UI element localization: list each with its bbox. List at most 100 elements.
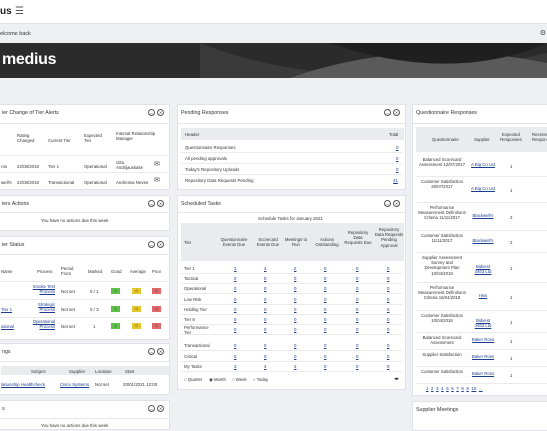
- task-count-link[interactable]: 0: [356, 353, 359, 359]
- supplier-link[interactable]: A Big Co Ltd: [471, 161, 495, 167]
- meeting-supplier-link[interactable]: Cisco Systems: [60, 382, 90, 387]
- page-link[interactable]: 9: [466, 386, 469, 391]
- good-count[interactable]: 1: [111, 323, 120, 329]
- task-count-link[interactable]: 0: [234, 353, 237, 359]
- task-count-link[interactable]: 2: [294, 266, 297, 271]
- total-link[interactable]: 0: [396, 167, 399, 172]
- supplier-link[interactable]: A Big Co Ltd: [471, 185, 495, 191]
- task-count-link[interactable]: 0: [264, 353, 267, 359]
- poor-count[interactable]: 1: [152, 323, 161, 329]
- task-count-link[interactable]: 0: [294, 306, 297, 312]
- task-count-link[interactable]: 0: [356, 343, 359, 349]
- task-count-link[interactable]: 0: [234, 343, 237, 349]
- supplier-link[interactable]: Hiss: [478, 292, 488, 298]
- task-count-link[interactable]: 0: [356, 266, 359, 271]
- average-count[interactable]: 0: [132, 323, 141, 329]
- task-count-link[interactable]: 0: [324, 276, 327, 282]
- message-icon[interactable]: ✉: [154, 161, 160, 168]
- collapse-icon[interactable]: ︿: [148, 109, 155, 116]
- message-icon[interactable]: ✉: [154, 177, 160, 184]
- task-count-link[interactable]: 0: [387, 286, 390, 292]
- app-logo[interactable]: us: [0, 6, 12, 17]
- collapse-icon[interactable]: ︿: [148, 241, 155, 248]
- task-count-link[interactable]: 0: [294, 353, 297, 359]
- task-count-link[interactable]: 3: [234, 266, 237, 271]
- task-count-link[interactable]: 0: [387, 317, 390, 322]
- task-count-link[interactable]: 0: [324, 363, 327, 369]
- average-count[interactable]: 0: [132, 306, 141, 312]
- collapse-icon[interactable]: ︿: [148, 348, 155, 355]
- collapse-icon[interactable]: ︿: [384, 109, 391, 116]
- task-count-link[interactable]: 0: [294, 343, 297, 349]
- task-count-link[interactable]: 0: [234, 296, 237, 302]
- supplier-link[interactable]: Blackwell's: [472, 237, 494, 243]
- task-count-link[interactable]: 0: [356, 363, 359, 369]
- poor-count[interactable]: 1: [152, 288, 161, 294]
- radio-week[interactable]: ○ Week: [232, 377, 247, 382]
- supplier-link[interactable]: Blackwell's: [472, 212, 494, 218]
- page-link[interactable]: ...: [478, 386, 483, 391]
- radio-month[interactable]: ◉ Month: [209, 377, 226, 382]
- supplier-link[interactable]: Bidvest 3463 Ltd: [474, 263, 492, 274]
- tier-link[interactable]: ational: [1, 324, 14, 329]
- task-count-link[interactable]: 0: [264, 296, 267, 302]
- close-icon[interactable]: ✕: [393, 200, 400, 207]
- page-link[interactable]: 3: [436, 386, 439, 391]
- page-link[interactable]: 4: [441, 386, 444, 391]
- task-count-link[interactable]: 3: [234, 363, 237, 369]
- task-count-link[interactable]: 0: [387, 266, 390, 271]
- task-count-link[interactable]: 0: [264, 306, 267, 312]
- task-count-link[interactable]: 2: [294, 363, 297, 369]
- page-link[interactable]: 7: [456, 386, 459, 391]
- task-count-link[interactable]: 0: [387, 296, 390, 302]
- task-count-link[interactable]: 4: [264, 363, 267, 369]
- meeting-subject-link[interactable]: lationship Healthcheck: [1, 382, 45, 387]
- task-count-link[interactable]: 0: [356, 286, 359, 292]
- hamburger-icon[interactable]: ☰: [15, 6, 24, 17]
- tier-link[interactable]: Tier 1: [1, 307, 13, 312]
- task-count-link[interactable]: 0: [324, 343, 327, 349]
- average-count[interactable]: 0: [132, 288, 141, 294]
- close-icon[interactable]: ✕: [157, 348, 164, 355]
- task-count-link[interactable]: 0: [387, 327, 390, 333]
- task-count-link[interactable]: 0: [387, 353, 390, 359]
- task-count-link[interactable]: 0: [264, 327, 267, 333]
- good-count[interactable]: 1: [111, 288, 120, 294]
- close-icon[interactable]: ✕: [157, 241, 164, 248]
- supplier-link[interactable]: Bidvest 3463 Ltd: [474, 317, 492, 328]
- close-icon[interactable]: ✕: [393, 109, 400, 116]
- task-count-link[interactable]: 0: [356, 317, 359, 322]
- supplier-link[interactable]: Baker Ross: [471, 337, 495, 342]
- task-count-link[interactable]: 0: [234, 286, 237, 292]
- page-link[interactable]: 10: [471, 386, 477, 391]
- gear-icon[interactable]: ⚙: [539, 30, 546, 37]
- total-link[interactable]: 41: [393, 178, 398, 183]
- page-link[interactable]: 1: [426, 386, 429, 391]
- task-count-link[interactable]: 0: [294, 317, 297, 322]
- collapse-icon[interactable]: ︿: [384, 200, 391, 207]
- task-count-link[interactable]: 0: [264, 276, 267, 282]
- process-link[interactable]: Strategic Process: [38, 302, 55, 313]
- close-icon[interactable]: ✕: [157, 109, 164, 116]
- task-count-link[interactable]: 0: [294, 276, 297, 282]
- close-icon[interactable]: ✕: [157, 405, 164, 412]
- process-link[interactable]: Operational Process: [32, 319, 55, 330]
- supplier-link[interactable]: Baker Ross: [471, 354, 495, 359]
- poor-count[interactable]: 0: [152, 306, 161, 312]
- task-count-link[interactable]: 0: [387, 276, 390, 282]
- task-count-link[interactable]: 0: [324, 353, 327, 359]
- page-link[interactable]: 2: [431, 386, 434, 391]
- task-count-link[interactable]: 0: [264, 317, 267, 322]
- task-count-link[interactable]: 0: [324, 306, 327, 312]
- task-count-link[interactable]: 0: [234, 317, 237, 322]
- task-count-link[interactable]: 0: [324, 266, 327, 271]
- page-link[interactable]: 8: [461, 386, 464, 391]
- task-count-link[interactable]: 0: [356, 306, 359, 312]
- task-count-link[interactable]: 0: [356, 276, 359, 282]
- page-link[interactable]: 5: [446, 386, 449, 391]
- task-count-link[interactable]: 0: [387, 343, 390, 349]
- collapse-icon[interactable]: ︿: [148, 200, 155, 207]
- task-count-link[interactable]: 0: [387, 306, 390, 312]
- process-link[interactable]: Smoke Test Process: [32, 284, 55, 295]
- task-count-link[interactable]: 0: [294, 327, 297, 333]
